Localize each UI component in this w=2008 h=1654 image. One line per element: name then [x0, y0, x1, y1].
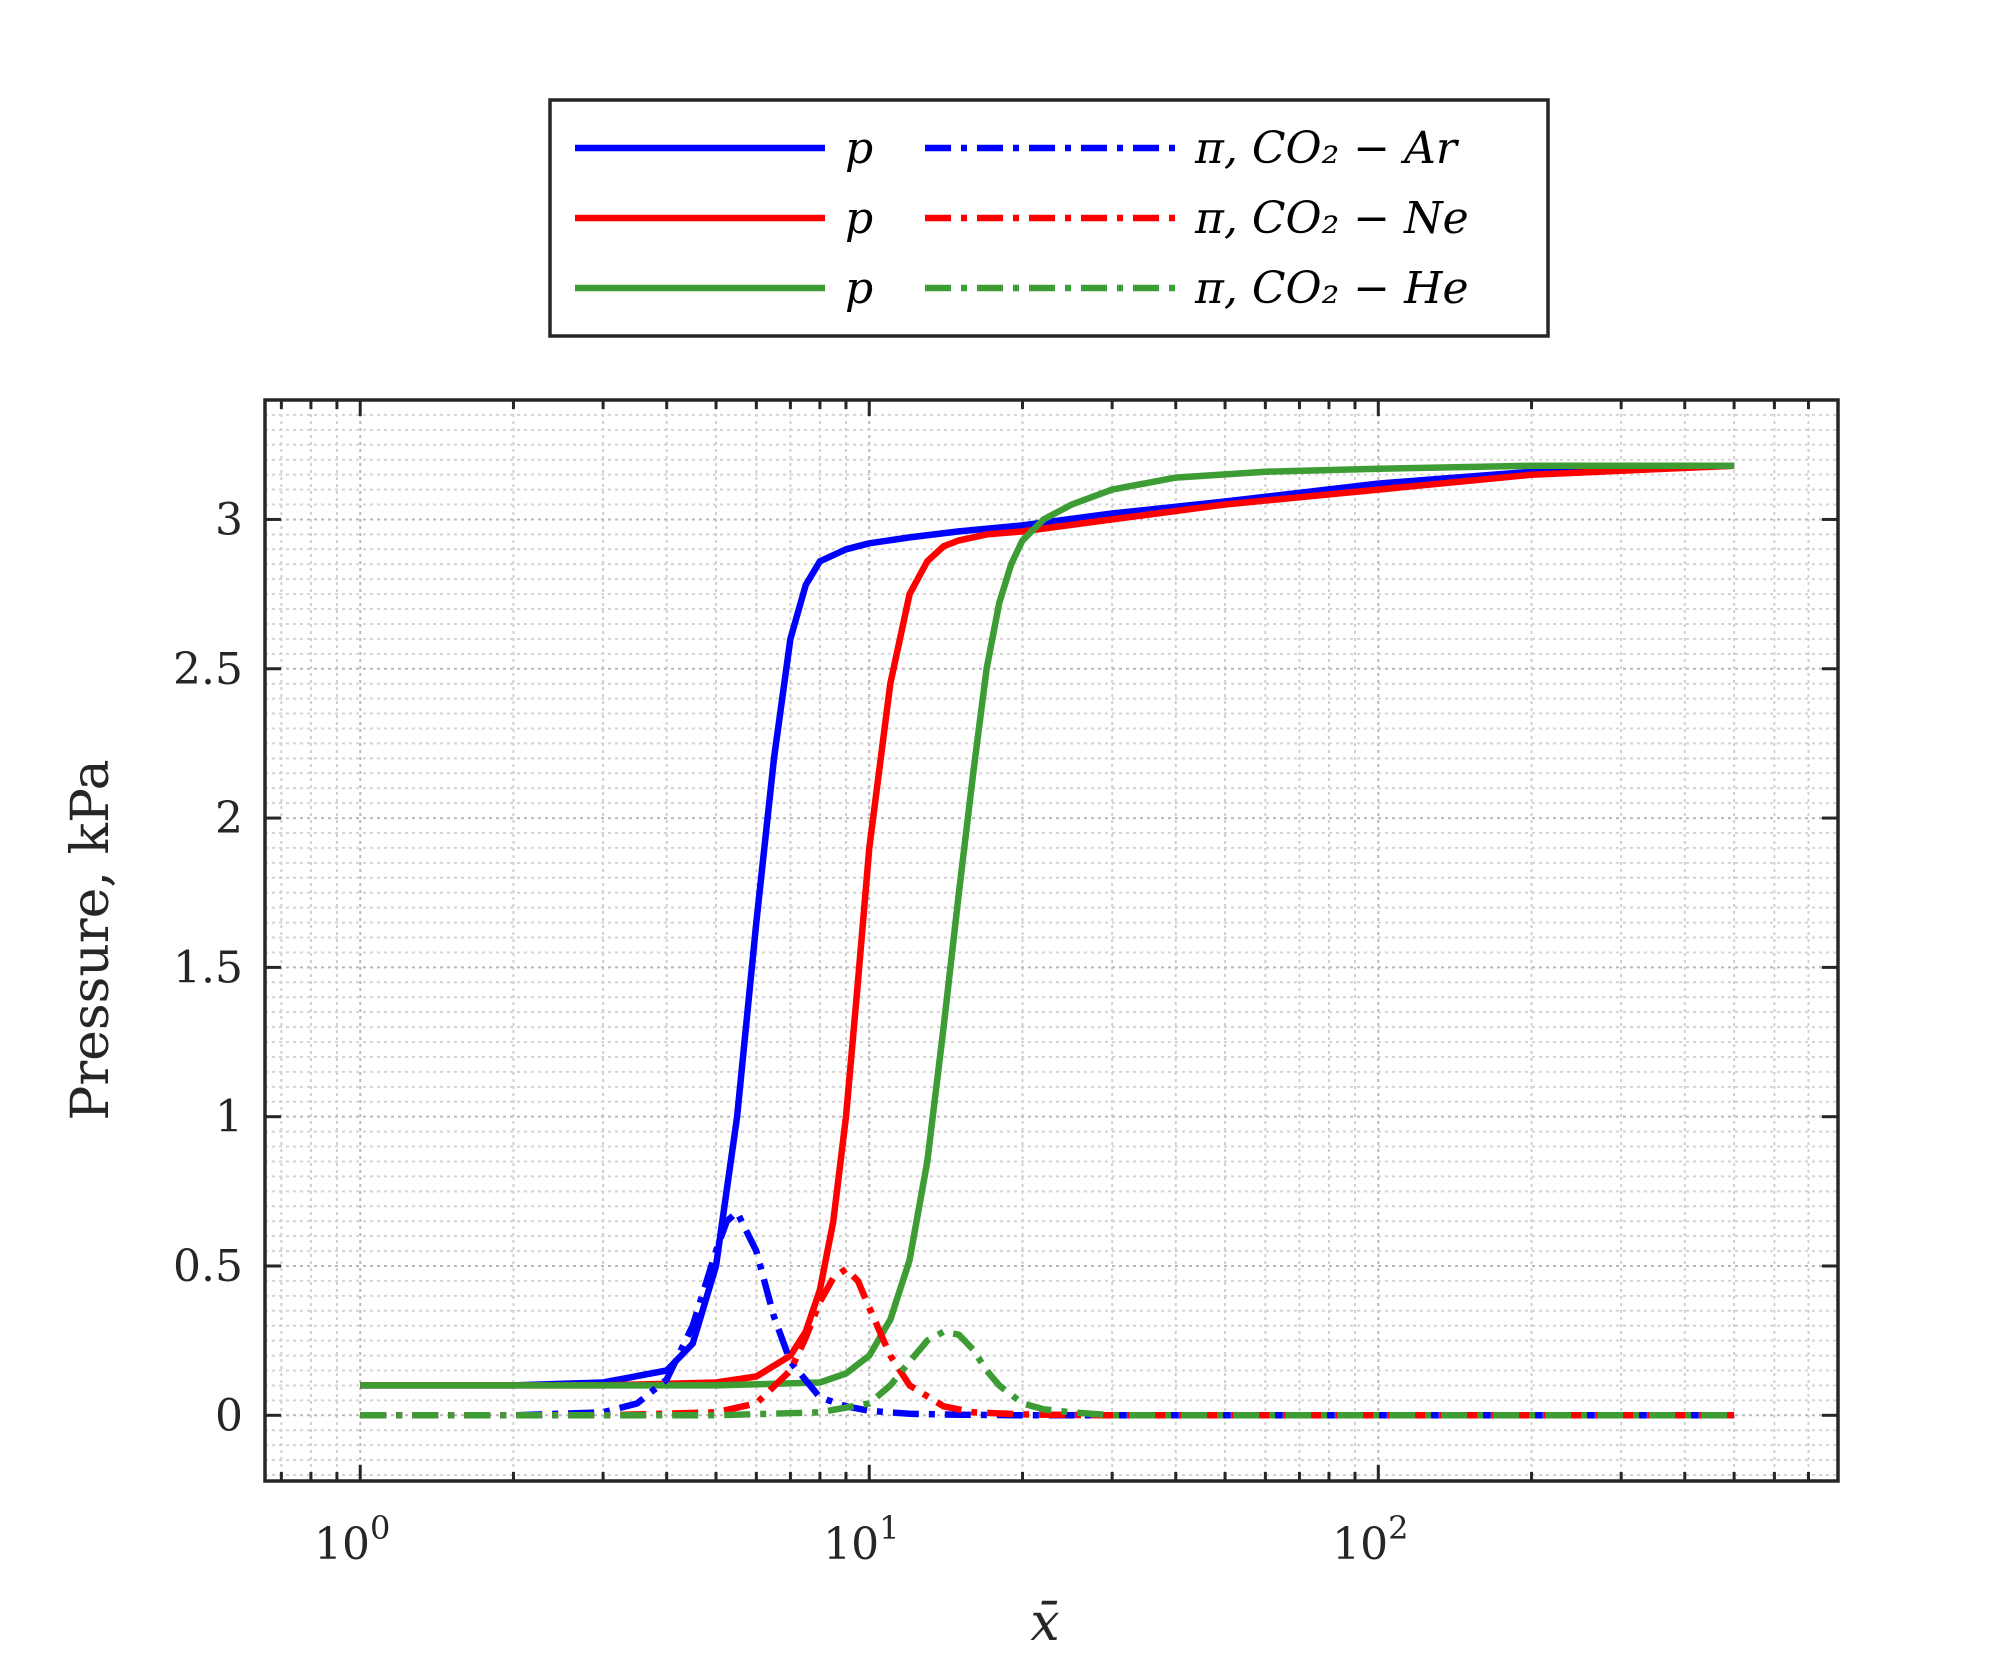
plot-area	[265, 400, 1838, 1481]
legend-entry-label: p	[845, 123, 873, 174]
y-tick-label: 0	[215, 1390, 243, 1441]
y-tick-label: 2.5	[173, 644, 243, 695]
series-line-pi-3	[360, 1208, 1735, 1419]
x-tick-label: 100	[314, 1509, 390, 1570]
axes-box	[263, 398, 1840, 1483]
series-line-p-0	[360, 462, 1735, 1389]
y-tick-label: 3	[215, 494, 243, 545]
series-line-p-2	[360, 462, 1735, 1389]
axes	[263, 398, 1840, 1483]
x-axis-label: x̄	[1030, 1593, 1059, 1653]
y-tick-label: 1.5	[173, 942, 243, 993]
legend-entry-label: π, CO₂ − He	[1194, 263, 1469, 314]
grid	[265, 400, 1838, 1481]
series-line-p-1	[360, 462, 1735, 1389]
legend-entry-label: p	[845, 263, 873, 314]
series-lines	[360, 462, 1735, 1419]
axis-labels: 0 0.5 1 1.5 2 2.5 3 100 101 102 x̄ Pressure, kPa	[61, 494, 1408, 1653]
y-tick-label: 2	[215, 793, 243, 844]
legend-entry-label: π, CO₂ − Ne	[1194, 193, 1469, 244]
series-line-pi-5	[360, 1328, 1735, 1419]
y-tick-label: 1	[215, 1092, 243, 1143]
x-tick-label: 102	[1332, 1509, 1408, 1570]
legend-entry-label: p	[845, 193, 873, 244]
x-tick-label: 101	[823, 1509, 899, 1570]
legend-entry-label: π, CO₂ − Ar	[1194, 123, 1460, 174]
y-tick-label: 0.5	[173, 1241, 243, 1292]
y-axis-label: Pressure, kPa	[61, 759, 121, 1120]
